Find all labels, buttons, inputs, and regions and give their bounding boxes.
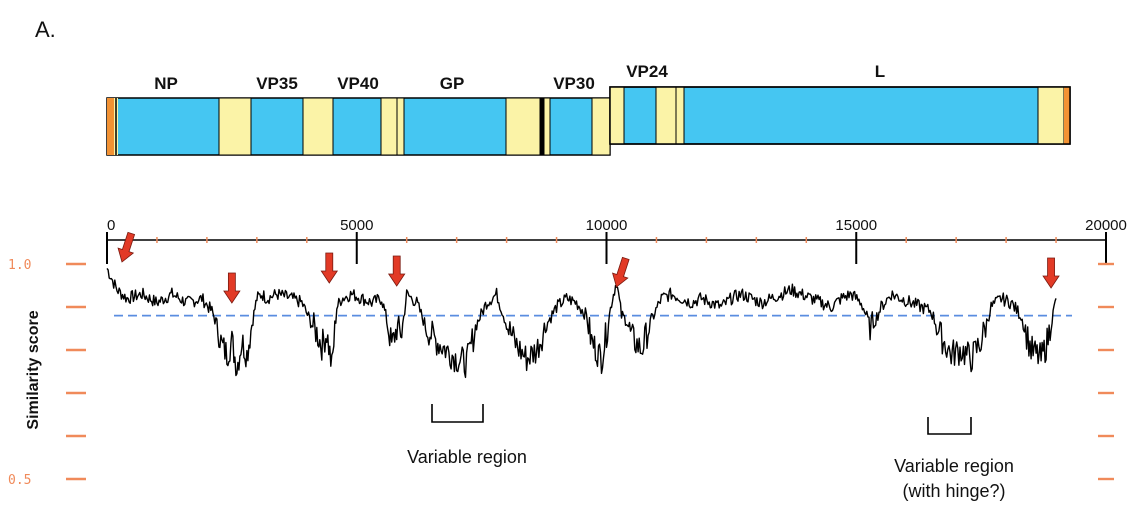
np-vp35-intergenic (218, 97, 252, 156)
variable-region-bracket-1 (431, 404, 484, 423)
red-arrow (320, 252, 339, 284)
red-arrow (117, 231, 136, 263)
x-tick-label: 0 (107, 217, 115, 234)
y-tick-label: 1.0 (8, 258, 31, 273)
vp35-vp40-intergenic (302, 97, 334, 156)
gene-label-vp35: VP35 (256, 74, 298, 93)
panel-label: A. (35, 17, 56, 42)
gene-label-vp30: VP30 (553, 74, 595, 93)
right-end-region (1064, 87, 1070, 144)
y-tick-label: 0.5 (8, 473, 31, 488)
red-arrow (1042, 257, 1060, 289)
vp30-intergenic-a (543, 97, 551, 156)
vp24-l-intergenic-b (675, 86, 685, 145)
variable-region-label-1: Variable region (407, 447, 527, 467)
genome-outline-right (609, 86, 1071, 145)
x-tick-label: 15000 (835, 217, 877, 234)
plot-axes: 0 5000 10000 15000 20000 1.0 0.5 (8, 217, 1127, 488)
vp30-vp24-intergenic (591, 97, 611, 156)
annotation-layer: Variable region Variable region (with hi… (407, 404, 1014, 501)
red-arrow (223, 272, 241, 304)
gene-label-np: NP (154, 74, 178, 93)
gp-vp30-intergenic (505, 97, 541, 156)
trailer-band (1037, 86, 1065, 145)
genome-block-right (609, 86, 1071, 145)
y-axis-label: Similarity score (25, 310, 42, 429)
red-arrow (387, 255, 406, 287)
genome-map: NP VP35 VP40 GP VP30 VP24 L (106, 62, 1071, 156)
arrow-layer (117, 231, 1060, 304)
gene-label-vp40: VP40 (337, 74, 379, 93)
red-arrow (612, 256, 630, 288)
gene-label-vp24: VP24 (626, 62, 668, 81)
gene-label-l: L (875, 62, 885, 81)
vp24-intergenic-left (609, 86, 625, 145)
variable-region-label-2-line1: Variable region (894, 456, 1014, 476)
left-end-region (107, 98, 114, 155)
vp40-gp-intergenic-b (396, 97, 405, 156)
vp24-l-intergenic-a (655, 86, 677, 145)
similarity-trace-layer (106, 267, 1057, 379)
x-tick-label: 5000 (340, 217, 373, 234)
similarity-trace (106, 267, 1057, 379)
variable-region-label-2-line2: (with hinge?) (902, 481, 1005, 501)
gene-label-gp: GP (440, 74, 465, 93)
gp-vp30-black-band (540, 98, 544, 155)
variable-region-bracket-2 (927, 417, 972, 435)
vp40-gp-intergenic-a (380, 97, 398, 156)
x-tick-label: 20000 (1085, 217, 1127, 234)
x-tick-label: 10000 (586, 217, 628, 234)
